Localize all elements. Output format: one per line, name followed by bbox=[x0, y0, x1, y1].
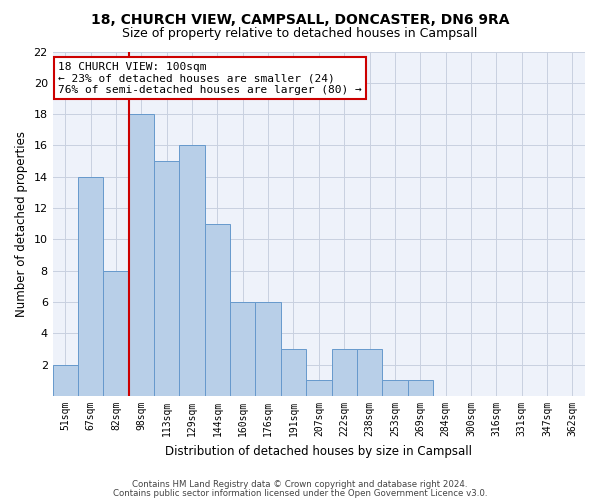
Bar bbox=[154, 161, 179, 396]
Y-axis label: Number of detached properties: Number of detached properties bbox=[15, 131, 28, 317]
Bar bbox=[129, 114, 154, 396]
Bar bbox=[103, 271, 129, 396]
Bar bbox=[306, 380, 332, 396]
Bar bbox=[256, 302, 281, 396]
Bar bbox=[407, 380, 433, 396]
X-axis label: Distribution of detached houses by size in Campsall: Distribution of detached houses by size … bbox=[166, 444, 472, 458]
Text: Contains HM Land Registry data © Crown copyright and database right 2024.: Contains HM Land Registry data © Crown c… bbox=[132, 480, 468, 489]
Bar bbox=[332, 349, 357, 396]
Bar bbox=[382, 380, 407, 396]
Bar bbox=[53, 364, 78, 396]
Bar bbox=[78, 177, 103, 396]
Text: 18, CHURCH VIEW, CAMPSALL, DONCASTER, DN6 9RA: 18, CHURCH VIEW, CAMPSALL, DONCASTER, DN… bbox=[91, 12, 509, 26]
Bar bbox=[179, 146, 205, 396]
Text: Size of property relative to detached houses in Campsall: Size of property relative to detached ho… bbox=[122, 28, 478, 40]
Text: 18 CHURCH VIEW: 100sqm
← 23% of detached houses are smaller (24)
76% of semi-det: 18 CHURCH VIEW: 100sqm ← 23% of detached… bbox=[58, 62, 362, 95]
Bar bbox=[230, 302, 256, 396]
Bar bbox=[205, 224, 230, 396]
Bar bbox=[281, 349, 306, 396]
Text: Contains public sector information licensed under the Open Government Licence v3: Contains public sector information licen… bbox=[113, 490, 487, 498]
Bar bbox=[357, 349, 382, 396]
